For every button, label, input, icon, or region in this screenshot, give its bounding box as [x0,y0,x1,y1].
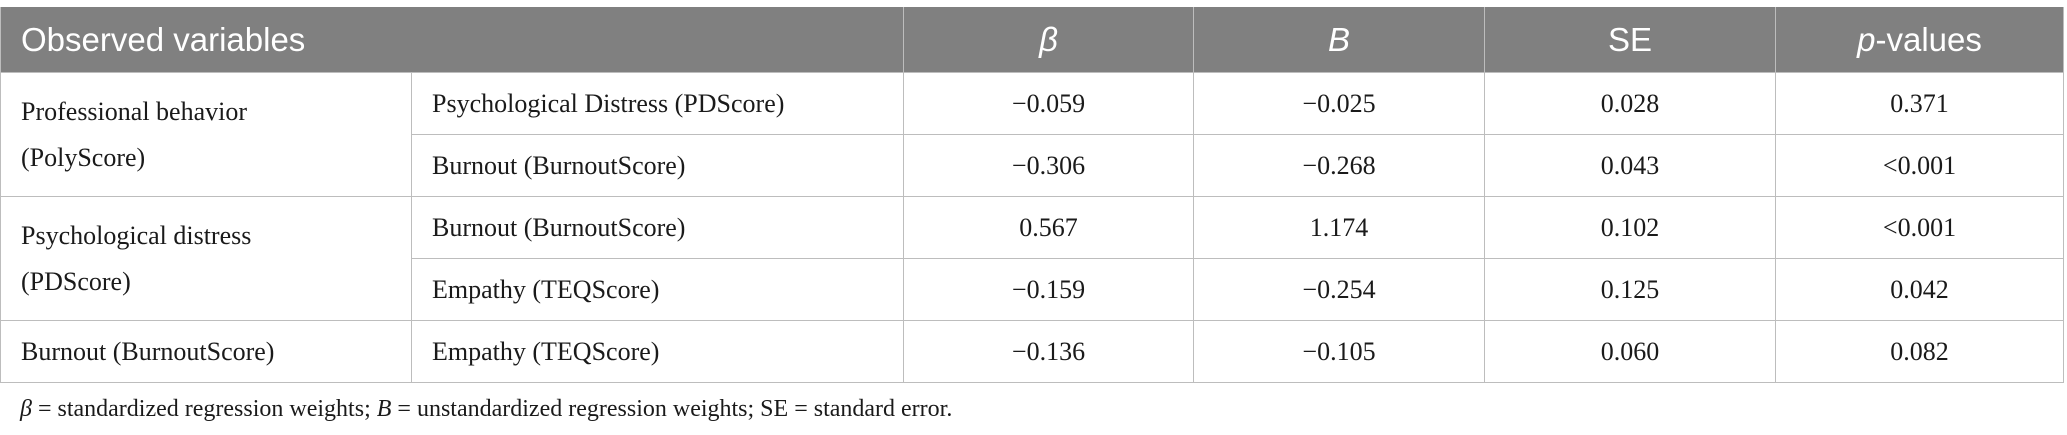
header-cell: p-values [1775,7,2064,73]
table-body: Professional behavior (PolyScore) Psychol… [0,72,2064,383]
predictor-cell: Empathy (TEQScore) [411,320,904,383]
predictor-cell: Burnout (BurnoutScore) [411,196,904,259]
header-row: Observed variables β B SE p-values [0,7,2064,73]
table-row: Empathy (TEQScore) −0.159 −0.254 0.125 0.042 [1,258,2064,321]
variable-cell: Psychological distress (PDScore) [0,196,412,321]
footnote-symbol: β [20,396,32,422]
variable-cell: Burnout (BurnoutScore) [0,320,412,383]
value-cell: <0.001 [1775,196,2064,259]
value-cell: 0.082 [1775,320,2064,383]
table-row: Psychological distress (PDScore) Burnout … [0,196,2064,321]
variable-label: Professional behavior (PolyScore) [21,96,248,172]
value-cell: −0.254 [1193,258,1485,321]
value-cell: −0.025 [1193,72,1485,135]
footnote-text: = unstandardized regression weights; SE … [391,396,953,422]
header-symbol: B [1327,20,1350,58]
value-cell: −0.105 [1193,320,1485,383]
value-cell: 0.042 [1775,258,2064,321]
value-cell: 0.043 [1484,134,1776,197]
value-cell: −0.306 [903,134,1194,197]
header-cell: Observed variables [0,7,904,73]
value-cell: 0.028 [1484,72,1776,135]
value-cell: −0.268 [1193,134,1485,197]
variable-label: Burnout (BurnoutScore) [21,336,275,366]
variable-cell: Professional behavior (PolyScore) [0,72,412,197]
table-row: Burnout (BurnoutScore) Empathy (TEQScore)… [0,320,2064,383]
footnote: β = standardized regression weights; B =… [20,396,952,423]
footnote-text: = standardized regression weights; [31,396,377,422]
predictor-cell: Burnout (BurnoutScore) [411,134,904,197]
value-cell: −0.059 [903,72,1194,135]
variable-label: Psychological distress (PDScore) [21,220,252,296]
value-cell: <0.001 [1775,134,2064,197]
value-cell: 0.102 [1484,196,1776,259]
table-header: Observed variables β B SE p-values [0,7,2064,73]
predictor-cell: Empathy (TEQScore) [411,258,904,321]
header-cell: β [903,7,1194,73]
value-cell: −0.159 [903,258,1194,321]
predictor-cell: Psychological Distress (PDScore) [411,72,904,135]
header-cell: B [1193,7,1485,73]
results-table: Observed variables β B SE p-values Profe… [0,7,2064,383]
value-cell: 0.371 [1775,72,2064,135]
header-text: -values [1875,20,1982,58]
table-row: Professional behavior (PolyScore) Psychol… [0,72,2064,197]
value-cell: 0.060 [1484,320,1776,383]
footnote-symbol: B [376,396,392,422]
header-symbol: β [1039,20,1058,58]
header-cell: SE [1484,7,1776,73]
value-cell: 0.567 [903,196,1194,259]
value-cell: −0.136 [903,320,1194,383]
value-cell: 0.125 [1484,258,1776,321]
header-symbol: p [1857,20,1876,58]
value-cell: 1.174 [1193,196,1485,259]
